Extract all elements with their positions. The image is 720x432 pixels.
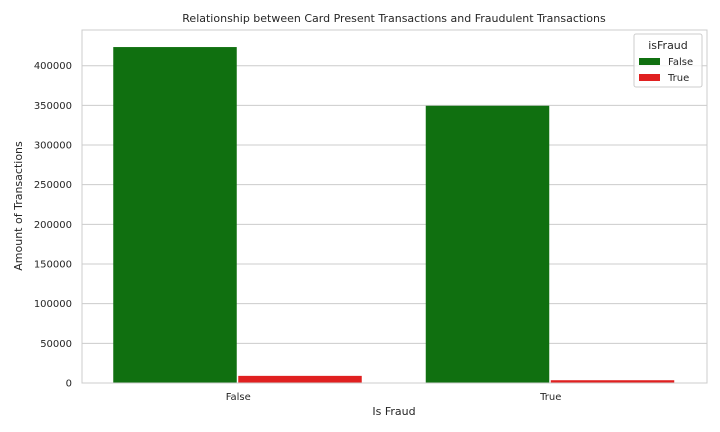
y-tick-label: 350000: [34, 101, 72, 112]
legend: isFraud False True: [633, 33, 703, 88]
y-tick-label: 50000: [40, 339, 72, 350]
legend-entry: False: [668, 57, 693, 68]
y-tick-label: 100000: [34, 299, 72, 310]
x-tick-labels: False True: [226, 392, 562, 403]
legend-frame: [633, 33, 703, 88]
bars: [113, 47, 675, 384]
y-tick-label: 400000: [34, 61, 72, 72]
y-tick-label: 0: [66, 379, 72, 390]
plot-frame: [81, 29, 708, 384]
y-tick-label: 300000: [34, 141, 72, 152]
x-tick-label: True: [539, 392, 561, 403]
bar: [550, 380, 675, 383]
legend-title: isFraud: [648, 39, 688, 52]
legend-entry: True: [667, 73, 689, 84]
x-axis-label: Is Fraud: [372, 405, 415, 418]
chart-title: Relationship between Card Present Transa…: [182, 12, 606, 25]
bar: [238, 375, 362, 383]
legend-swatch: [639, 58, 660, 65]
x-tick-label: False: [226, 392, 251, 403]
y-tick-labels: 0 50000 100000 150000 200000 250000 300000 3500…: [34, 61, 72, 389]
y-tick-label: 250000: [34, 180, 72, 191]
y-axis-label: Amount of Transactions: [12, 141, 25, 271]
bar: [425, 105, 550, 384]
legend-swatch: [639, 74, 660, 81]
bar: [113, 47, 237, 384]
y-tick-label: 150000: [34, 260, 72, 271]
y-tick-label: 200000: [34, 220, 72, 231]
